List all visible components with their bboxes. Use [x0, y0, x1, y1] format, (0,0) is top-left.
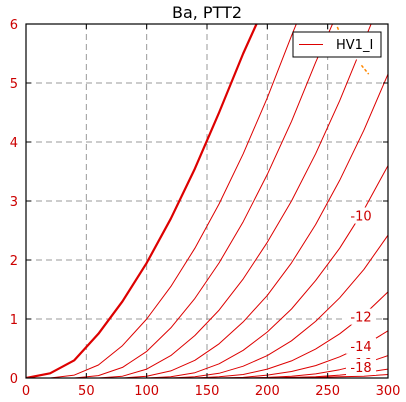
curve-label: -18 [350, 361, 371, 376]
series-line-4 [122, 73, 388, 378]
curve-label-bg [346, 207, 377, 224]
series-line-5 [146, 165, 388, 378]
curve-label-bg [346, 337, 377, 354]
curve-label-bg [346, 308, 377, 325]
x-tick-label: 100 [134, 384, 159, 399]
y-tick-label: 5 [10, 77, 18, 92]
grid [25, 23, 389, 379]
y-tick-label: 0 [10, 372, 18, 387]
x-tick-label: 250 [315, 384, 340, 399]
curve-label: -10 [350, 210, 371, 225]
series-line-0 [26, 24, 258, 378]
series-line-3 [98, 24, 372, 378]
legend-entry: HV1_I [336, 38, 373, 53]
chart-title: Ba, PTT2 [172, 3, 242, 22]
curve-label-bg [346, 359, 377, 375]
orange-dash-mark [360, 64, 370, 75]
y-tick-label: 2 [10, 254, 18, 269]
series-line-1 [50, 24, 297, 378]
y-tick-label: 4 [10, 136, 18, 151]
axis-ticks: 0 50 100 150 200 250 300 0 1 2 3 4 5 6 [10, 18, 401, 399]
x-tick-label: 300 [376, 384, 401, 399]
x-tick-label: 150 [195, 384, 220, 399]
y-tick-label: 3 [10, 195, 18, 210]
curve-label: -12 [350, 311, 371, 326]
x-tick-label: 50 [78, 384, 95, 399]
y-tick-label: 6 [10, 18, 18, 33]
curve-label: -14 [350, 340, 371, 355]
y-tick-label: 1 [10, 313, 18, 328]
legend: HV1_I [292, 31, 382, 58]
x-tick-label: 200 [255, 384, 280, 399]
curves [26, 24, 388, 378]
series-line-2 [74, 24, 333, 378]
x-tick-label: 0 [22, 384, 30, 399]
